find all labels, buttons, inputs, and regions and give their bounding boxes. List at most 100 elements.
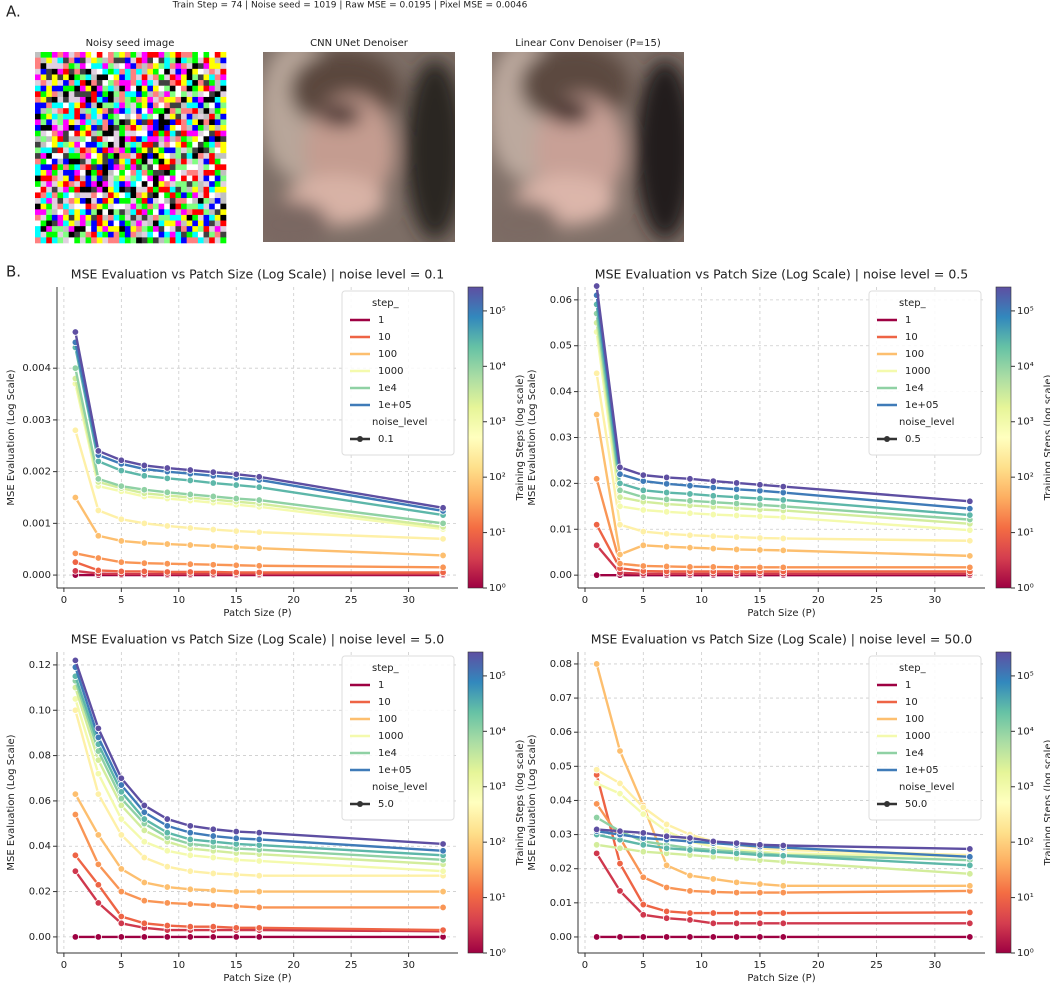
- pixel: [203, 198, 210, 204]
- pixel: [91, 119, 98, 126]
- pixel: [164, 136, 171, 143]
- pixel: [175, 164, 182, 171]
- series-line: [596, 768, 970, 857]
- pixel: [51, 158, 58, 165]
- pixel: [74, 57, 81, 64]
- pixel: [40, 175, 47, 182]
- pixel: [152, 130, 159, 137]
- point: [140, 808, 149, 816]
- pixel: [57, 214, 64, 221]
- pixel: [51, 164, 58, 171]
- pixel: [220, 102, 227, 109]
- pixel: [57, 192, 64, 199]
- point: [686, 834, 694, 842]
- pixel: [214, 169, 221, 176]
- pixel: [85, 181, 92, 188]
- legend-label: 1000: [378, 366, 403, 377]
- series-line: [74, 383, 444, 531]
- point: [966, 537, 974, 545]
- point: [709, 477, 717, 485]
- y-tick-label: 0.00: [29, 932, 51, 943]
- x-tick-label: 25: [345, 595, 358, 606]
- pixel: [113, 68, 120, 75]
- point: [232, 543, 240, 551]
- point: [686, 475, 694, 483]
- point: [140, 539, 149, 547]
- pixel: [79, 198, 86, 204]
- pixel: [74, 203, 81, 210]
- pixel: [164, 102, 171, 109]
- pixel: [74, 63, 81, 70]
- pixel: [46, 108, 53, 115]
- colorbar-tick-label: 10¹: [489, 893, 506, 904]
- pixel: [169, 113, 176, 120]
- pixel: [35, 125, 41, 131]
- pixel: [119, 186, 126, 193]
- pixel: [108, 181, 114, 188]
- legend-label: 100: [905, 714, 924, 725]
- pixel: [220, 209, 227, 216]
- point: [255, 496, 263, 504]
- pixel: [203, 237, 210, 244]
- pixel: [91, 153, 98, 160]
- point: [94, 881, 103, 889]
- point: [616, 502, 624, 511]
- pixel: [181, 63, 187, 70]
- pixel: [108, 175, 114, 182]
- point: [140, 472, 149, 480]
- pixel: [169, 158, 176, 165]
- pixel: [108, 231, 114, 238]
- point: [439, 519, 447, 528]
- header: Train Step = 74 | Noise seed = 1019 | Ra…: [172, 1, 528, 11]
- pixel: [192, 181, 199, 188]
- point: [71, 810, 80, 819]
- point: [709, 544, 717, 553]
- pixel: [214, 74, 221, 81]
- pixel: [68, 136, 75, 143]
- pixel: [158, 91, 165, 98]
- pixel: [108, 136, 114, 143]
- point: [232, 856, 240, 864]
- pixel: [113, 57, 120, 64]
- pixel: [108, 141, 114, 148]
- pixel: [164, 52, 171, 58]
- pixel: [214, 113, 221, 120]
- pixel: [57, 91, 64, 98]
- pixel: [46, 57, 53, 64]
- pixel: [136, 198, 143, 204]
- series-line: [74, 331, 444, 510]
- pixel: [35, 175, 41, 182]
- pixel: [74, 175, 81, 182]
- pixel: [169, 147, 176, 154]
- point: [186, 568, 194, 576]
- pixel: [220, 57, 227, 64]
- pixel: [197, 237, 204, 244]
- x-axis-label: Patch Size (P): [223, 973, 291, 984]
- pixel: [113, 203, 120, 210]
- pixel: [186, 68, 193, 75]
- pixel: [91, 91, 98, 98]
- point: [255, 828, 263, 837]
- pixel: [186, 186, 193, 193]
- pixel: [74, 192, 81, 199]
- point: [232, 470, 240, 478]
- pixel: [57, 130, 64, 137]
- pixel: [209, 192, 216, 199]
- point: [117, 887, 126, 896]
- pixel: [85, 141, 92, 148]
- x-tick-label: 0: [582, 595, 588, 606]
- pixel: [108, 102, 114, 109]
- pixel: [102, 186, 109, 193]
- point: [71, 567, 80, 575]
- pixel: [79, 91, 86, 98]
- series-line: [595, 852, 970, 925]
- pixel: [57, 57, 64, 64]
- series-line: [74, 709, 444, 877]
- pixel: [136, 153, 143, 160]
- pixel: [203, 57, 210, 64]
- point: [186, 560, 194, 568]
- pixel: [175, 125, 182, 131]
- pixel: [169, 68, 176, 75]
- pixel: [68, 226, 75, 233]
- pixel: [51, 203, 58, 210]
